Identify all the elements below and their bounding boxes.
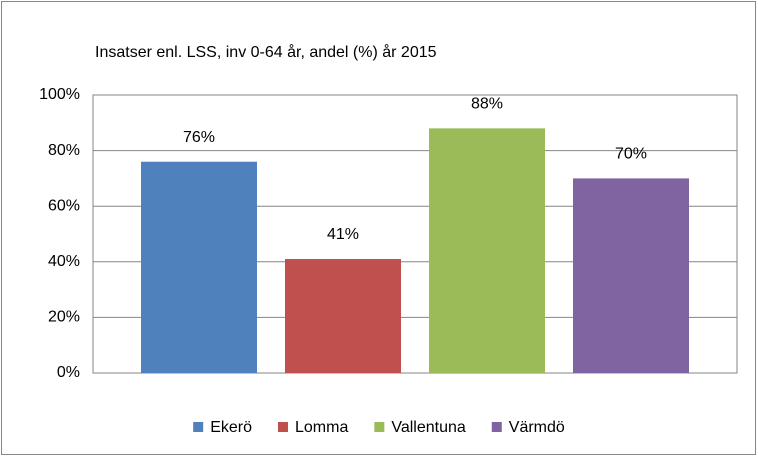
value-label: 41% <box>327 226 359 243</box>
legend-label: Lomma <box>295 419 348 436</box>
legend-swatch <box>277 422 288 432</box>
y-tick-label: 0% <box>57 364 80 381</box>
value-label: 70% <box>615 146 647 163</box>
y-tick-label: 60% <box>48 197 80 214</box>
legend-swatch <box>193 422 204 432</box>
legend-label: Vallentuna <box>391 419 466 436</box>
legend-label: Värmdö <box>509 419 565 436</box>
legend-label: Ekerö <box>210 419 252 436</box>
legend-swatch <box>374 422 385 432</box>
legend-swatch <box>491 422 502 432</box>
value-label: 76% <box>183 129 215 146</box>
bar <box>285 259 401 373</box>
chart-title: Insatser enl. LSS, inv 0-64 år, andel (%… <box>95 43 437 61</box>
y-tick-label: 40% <box>48 253 80 270</box>
y-tick-label: 100% <box>39 86 80 103</box>
bar <box>141 161 257 373</box>
y-tick-label: 80% <box>48 142 80 159</box>
bar <box>573 178 689 373</box>
value-label: 88% <box>471 96 503 113</box>
bar <box>429 128 545 373</box>
y-tick-label: 20% <box>48 309 80 326</box>
plot-area <box>92 94 738 374</box>
